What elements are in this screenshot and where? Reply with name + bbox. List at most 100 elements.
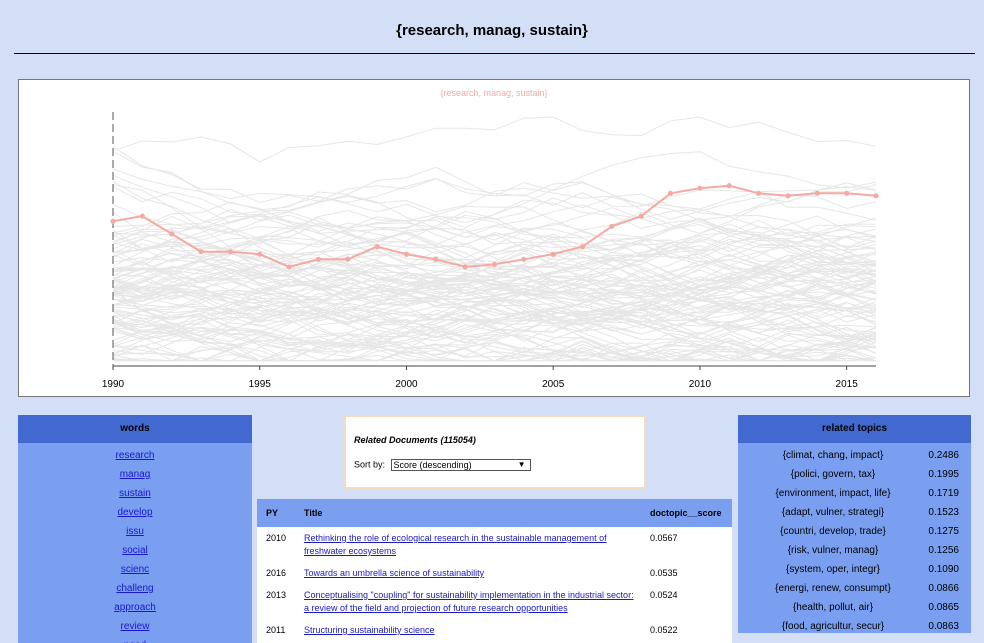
highlight-series-point[interactable] xyxy=(785,193,791,199)
highlight-series-point[interactable] xyxy=(345,256,351,262)
background-topic-line xyxy=(112,296,877,362)
related-topic-name: {climat, chang, impact} xyxy=(782,450,884,461)
background-topic-line xyxy=(112,245,877,298)
background-topic-line xyxy=(112,303,877,362)
highlight-series-point[interactable] xyxy=(609,223,615,229)
background-topic-line xyxy=(112,322,877,362)
cell-title: Rethinking the role of ecological resear… xyxy=(295,527,641,562)
chart-title: {research, manag, sustain} xyxy=(440,88,547,98)
document-title-link[interactable]: Towards an umbrella science of sustainab… xyxy=(304,568,485,578)
background-topic-line xyxy=(112,327,877,362)
word-link[interactable]: need xyxy=(124,640,146,643)
related-topic-score: 0.1995 xyxy=(928,469,959,480)
background-topic-line xyxy=(112,203,877,283)
table-row: 2013 Conceptualising "coupling" for susta… xyxy=(257,584,732,619)
highlight-series-point[interactable] xyxy=(169,231,175,237)
highlight-series-point[interactable] xyxy=(403,251,410,257)
documents-table-container: PY Title doctopic__score 2010 Rethinking … xyxy=(257,499,732,643)
related-topic-name: {health, pollut, air} xyxy=(792,602,874,613)
words-header: words xyxy=(18,415,252,443)
highlight-series-point[interactable] xyxy=(315,256,322,262)
highlight-series-point[interactable] xyxy=(638,213,644,219)
documents-table: PY Title doctopic__score 2010 Rethinking … xyxy=(257,499,732,641)
word-item: manag xyxy=(18,465,252,484)
related-topic-item[interactable]: {adapt, vulner, strategi} 0.1523 xyxy=(738,503,971,522)
column-header-title: Title xyxy=(304,508,323,518)
table-row: 2011 Structuring sustainability science 0.… xyxy=(257,619,732,641)
related-topic-name: {countri, develop, trade} xyxy=(780,526,886,537)
related-topics-header: related topics xyxy=(738,415,971,443)
highlight-series-point[interactable] xyxy=(756,190,762,196)
x-tick-label: 2005 xyxy=(542,379,565,390)
word-link[interactable]: research xyxy=(115,450,155,461)
highlight-series-point[interactable] xyxy=(873,193,879,199)
words-panel: words research manag sustain develop issu soc… xyxy=(18,415,252,643)
word-item: challeng xyxy=(18,579,252,598)
page-title: {research, manag, sustain} xyxy=(396,22,588,39)
background-topic-line xyxy=(112,343,877,362)
word-item: social xyxy=(18,541,252,560)
highlight-series-point[interactable] xyxy=(844,190,850,196)
word-link[interactable]: sustain xyxy=(119,488,151,499)
column-header-py: PY xyxy=(266,508,279,518)
highlight-series-point[interactable] xyxy=(139,213,145,219)
highlight-series-point[interactable] xyxy=(697,185,703,191)
related-topic-item[interactable]: {health, pollut, air} 0.0865 xyxy=(738,598,971,617)
related-topic-item[interactable]: {risk, vulner, manag} 0.1256 xyxy=(738,541,971,560)
highlight-series-point[interactable] xyxy=(462,264,468,270)
related-documents-box: Related Documents (115054) Sort by: Scor… xyxy=(344,415,646,489)
document-title-link[interactable]: Rethinking the role of ecological resear… xyxy=(304,533,607,556)
word-link[interactable]: social xyxy=(122,545,148,556)
highlight-series-point[interactable] xyxy=(110,218,116,224)
related-topic-item[interactable]: {system, oper, integr} 0.1090 xyxy=(738,560,971,579)
highlight-series-point[interactable] xyxy=(491,261,498,267)
related-topic-item[interactable]: {energi, renew, consumpt} 0.0866 xyxy=(738,579,971,598)
word-link[interactable]: issu xyxy=(126,526,144,537)
related-topic-item[interactable]: {countri, develop, trade} 0.1275 xyxy=(738,522,971,541)
highlight-series-point[interactable] xyxy=(550,251,556,257)
sort-select[interactable]: Score (descending) ▼ xyxy=(390,459,531,471)
highlight-series-point[interactable] xyxy=(521,256,527,262)
x-tick-label: 2010 xyxy=(689,379,712,390)
table-row: 2010 Rethinking the role of ecological re… xyxy=(257,527,732,562)
word-link[interactable]: approach xyxy=(114,602,156,613)
related-topic-item[interactable]: {food, agricultur, secur} 0.0863 xyxy=(738,617,971,633)
highlight-series-point[interactable] xyxy=(667,190,674,196)
highlight-series-point[interactable] xyxy=(286,264,292,270)
related-topic-name: {environment, impact, life} xyxy=(775,488,891,499)
related-topic-name: {energi, renew, consumpt} xyxy=(775,583,891,594)
word-link[interactable]: scienc xyxy=(120,564,150,575)
highlight-series-point[interactable] xyxy=(579,244,586,250)
document-title-link[interactable]: Conceptualising "coupling" for sustainab… xyxy=(304,590,634,613)
highlight-series-point[interactable] xyxy=(433,256,439,262)
related-topic-item[interactable]: {polici, govern, tax} 0.1995 xyxy=(738,465,971,484)
word-link[interactable]: develop xyxy=(117,507,153,518)
sort-select-value: Score (descending) xyxy=(393,460,472,470)
related-topic-item[interactable]: {climat, chang, impact} 0.2486 xyxy=(738,446,971,465)
title-divider xyxy=(14,53,975,54)
word-link[interactable]: review xyxy=(120,621,150,632)
background-topic-line xyxy=(112,151,877,224)
background-topic-lines xyxy=(112,116,877,362)
background-topic-line xyxy=(112,259,877,301)
highlight-series-point[interactable] xyxy=(814,190,820,196)
word-link[interactable]: challeng xyxy=(116,583,154,594)
highlight-series-point[interactable] xyxy=(374,244,380,250)
highlight-series-point[interactable] xyxy=(198,249,204,255)
background-topic-line xyxy=(112,180,877,277)
background-topic-line xyxy=(112,146,877,250)
related-topic-score: 0.1275 xyxy=(928,526,959,537)
chevron-down-icon: ▼ xyxy=(517,460,526,469)
related-topic-score: 0.1523 xyxy=(928,507,959,518)
cell-score: 0.0522 xyxy=(650,625,678,635)
document-title-link[interactable]: Structuring sustainability science xyxy=(304,625,435,635)
word-item: review xyxy=(18,617,252,636)
x-axis-ticks: 1990 1995 2000 2005 2010 2015 xyxy=(102,366,858,390)
related-topic-item[interactable]: {environment, impact, life} 0.1719 xyxy=(738,484,971,503)
highlight-series-point[interactable] xyxy=(257,251,263,257)
highlight-series-point[interactable] xyxy=(726,183,732,189)
x-tick-label: 2015 xyxy=(836,379,859,390)
background-topic-line xyxy=(112,228,877,289)
word-link[interactable]: manag xyxy=(119,469,151,480)
highlight-series-point[interactable] xyxy=(227,249,233,255)
